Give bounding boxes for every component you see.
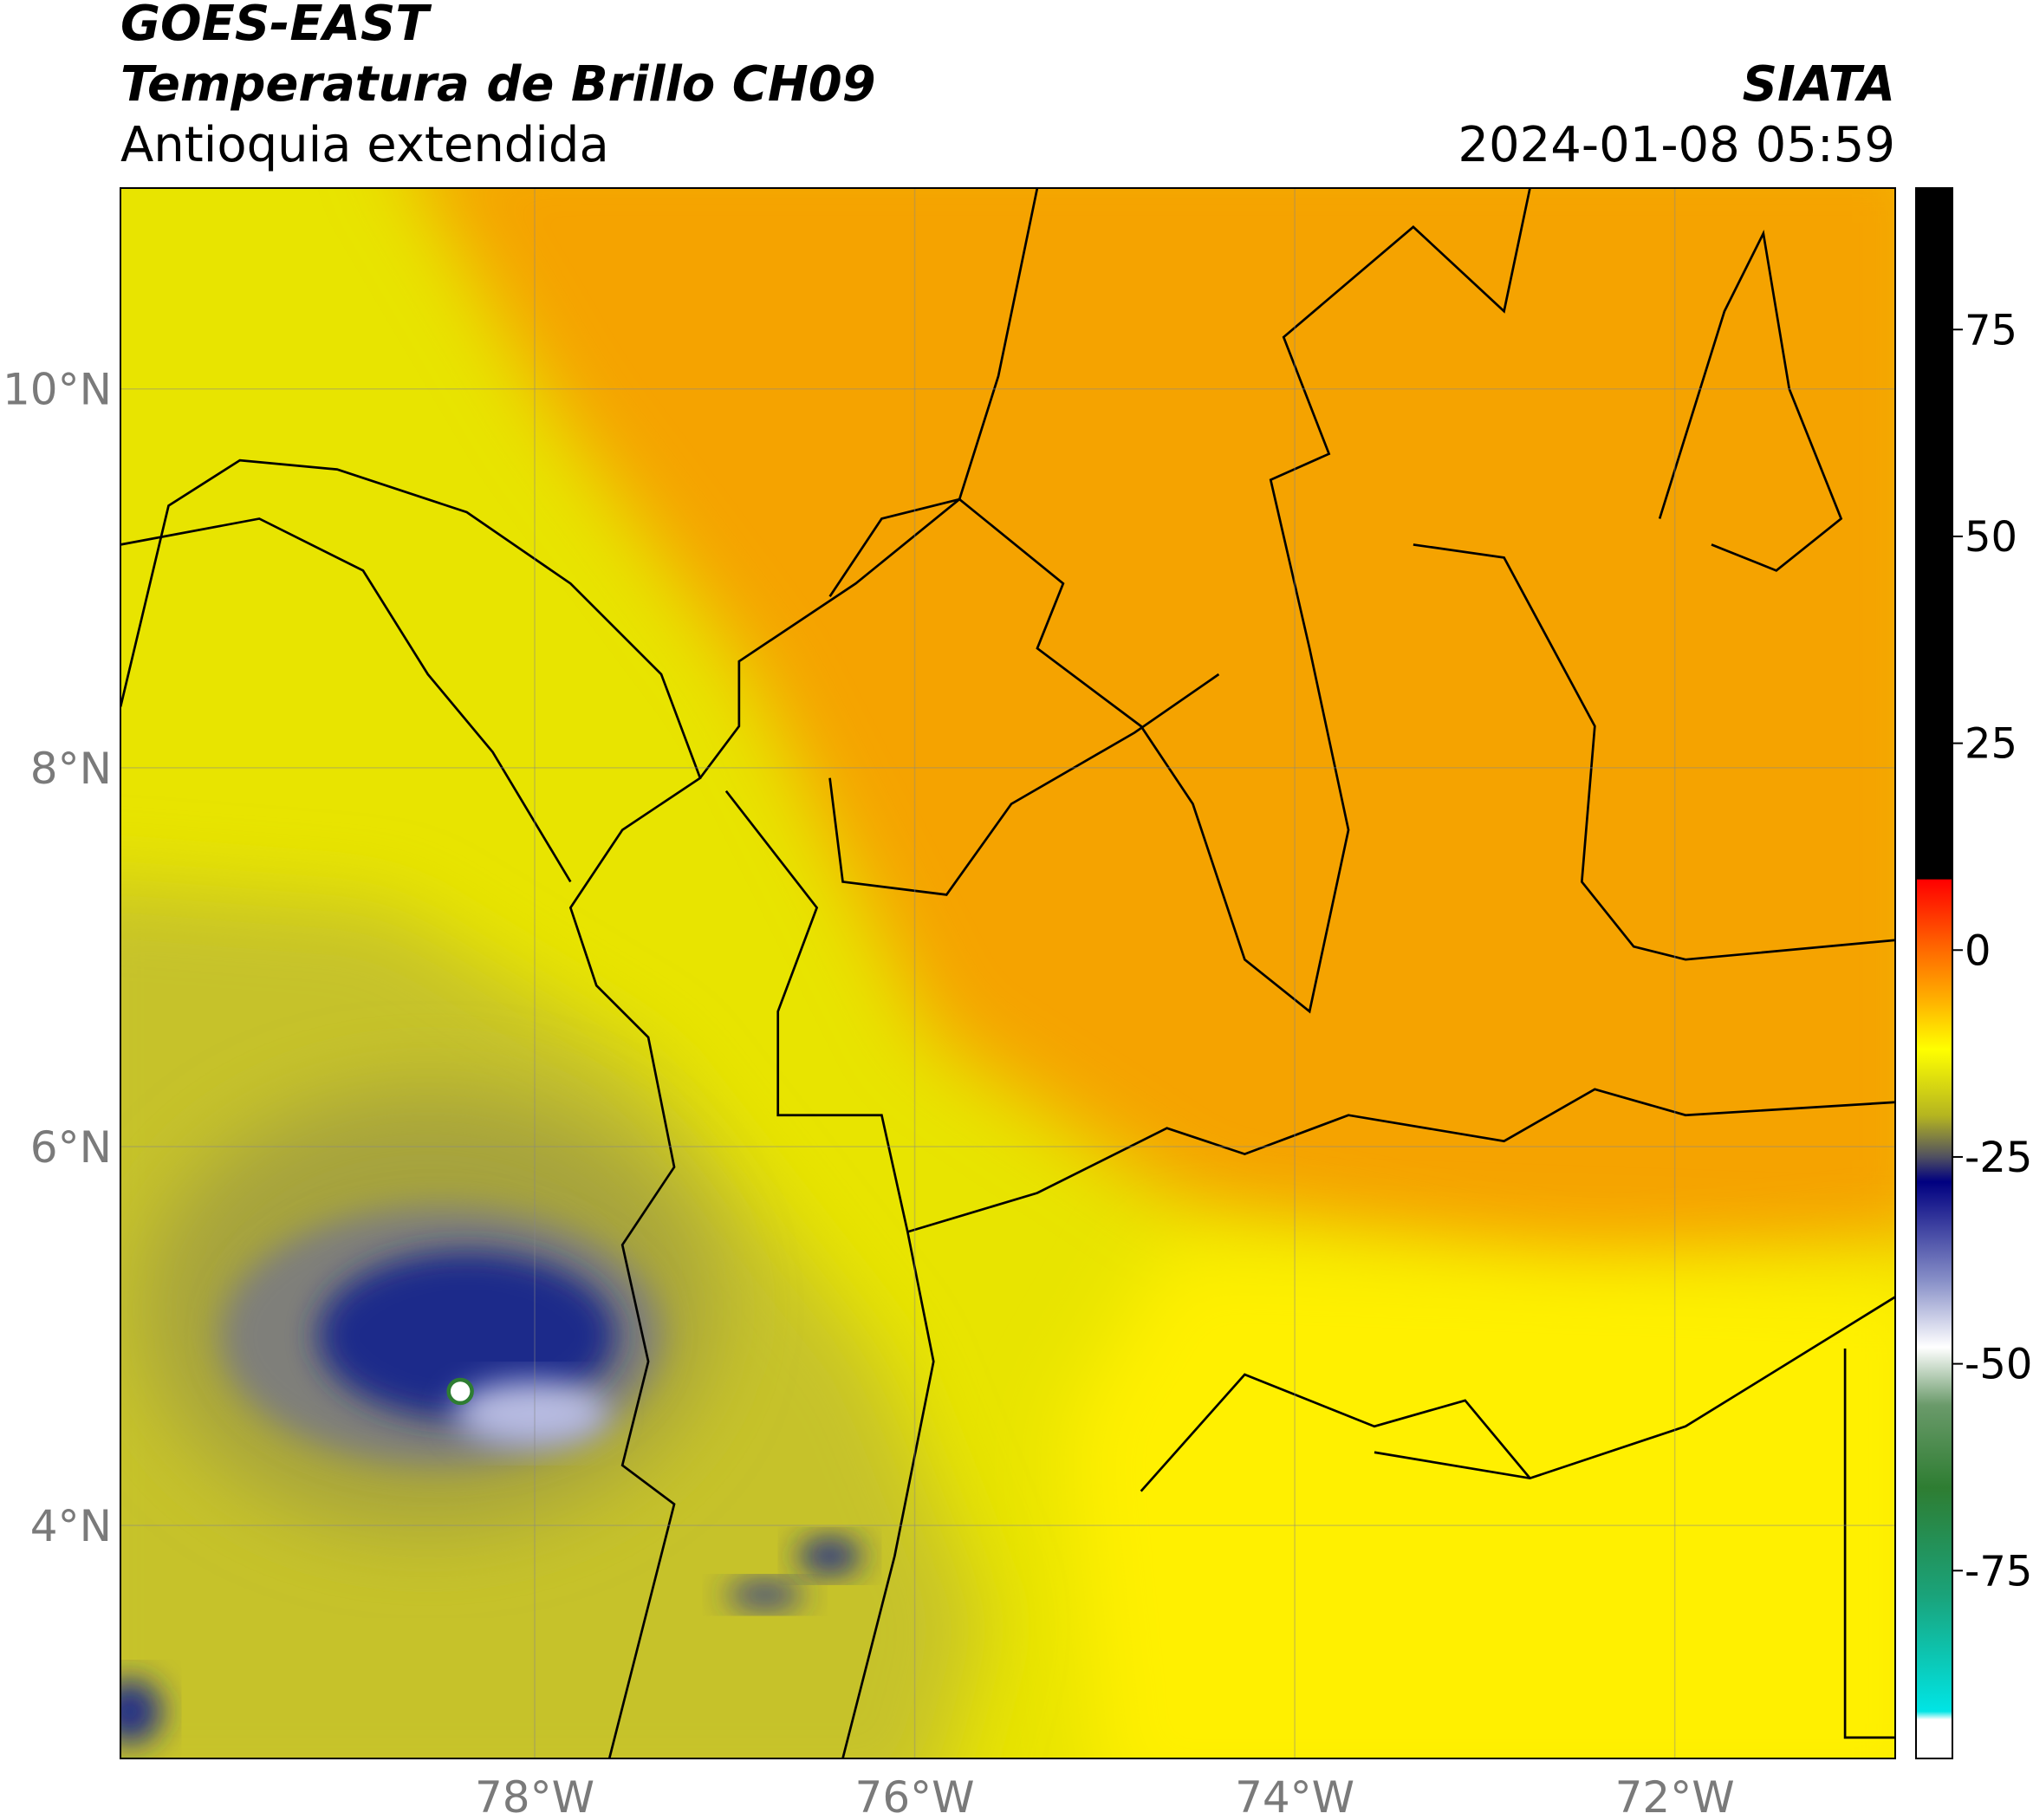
grid	[120, 188, 1895, 1758]
map-layer	[120, 187, 1896, 1758]
colorbar-tick-label: 75	[1965, 306, 2017, 354]
border	[1658, 230, 1843, 572]
colorbar-tick-label: -50	[1965, 1341, 2032, 1389]
x-tick-label: 72°W	[1615, 1772, 1735, 1820]
border	[906, 1088, 1896, 1233]
region-subtitle: Antioquia extendida	[120, 117, 609, 173]
x-tick-label: 74°W	[1235, 1772, 1354, 1820]
colorbar-tick-label: 50	[1965, 513, 2017, 562]
border	[120, 517, 572, 883]
product-title: Temperatura de Brillo CH09	[120, 56, 876, 113]
warm-region	[423, 187, 1896, 1284]
border	[724, 790, 935, 1758]
border	[828, 187, 1531, 1014]
colorbar-tick-label: 25	[1965, 720, 2017, 769]
y-tick-label: 8°N	[30, 744, 112, 794]
x-tick-label: 76°W	[855, 1772, 975, 1820]
colorbar-tick-label: -75	[1965, 1547, 2032, 1596]
colorbar-tick-label: -25	[1965, 1134, 2032, 1182]
x-tick-label: 78°W	[475, 1772, 594, 1820]
colorbar-tick-label: 0	[1965, 926, 1991, 975]
y-tick-label: 6°N	[30, 1122, 112, 1173]
yellow-region	[1062, 1245, 1896, 1758]
cloud-cell	[797, 1537, 862, 1575]
border	[1140, 1373, 1531, 1492]
agency-label: SIATA	[1743, 56, 1895, 113]
colorbar	[1915, 187, 1953, 1759]
cloud-cell	[120, 1679, 163, 1745]
y-tick-label: 4°N	[30, 1501, 112, 1551]
coastline	[120, 458, 702, 1758]
cloud-top	[453, 1381, 610, 1446]
borders	[120, 187, 1896, 1758]
cloud-core	[317, 1251, 616, 1420]
border	[1374, 1296, 1896, 1480]
border	[828, 673, 1220, 896]
satellite-image	[120, 187, 1896, 1758]
border	[1843, 1349, 1896, 1739]
y-tick-label: 10°N	[3, 365, 112, 415]
datetime-label: 2024-01-08 05:59	[1458, 117, 1895, 173]
coastline	[698, 187, 1039, 779]
border	[1413, 543, 1896, 961]
plot-frame	[120, 187, 1896, 1759]
cloud-peak	[446, 1377, 474, 1406]
cloud-cell	[725, 1582, 804, 1609]
satellite-title: GOES-EAST	[120, 0, 432, 52]
